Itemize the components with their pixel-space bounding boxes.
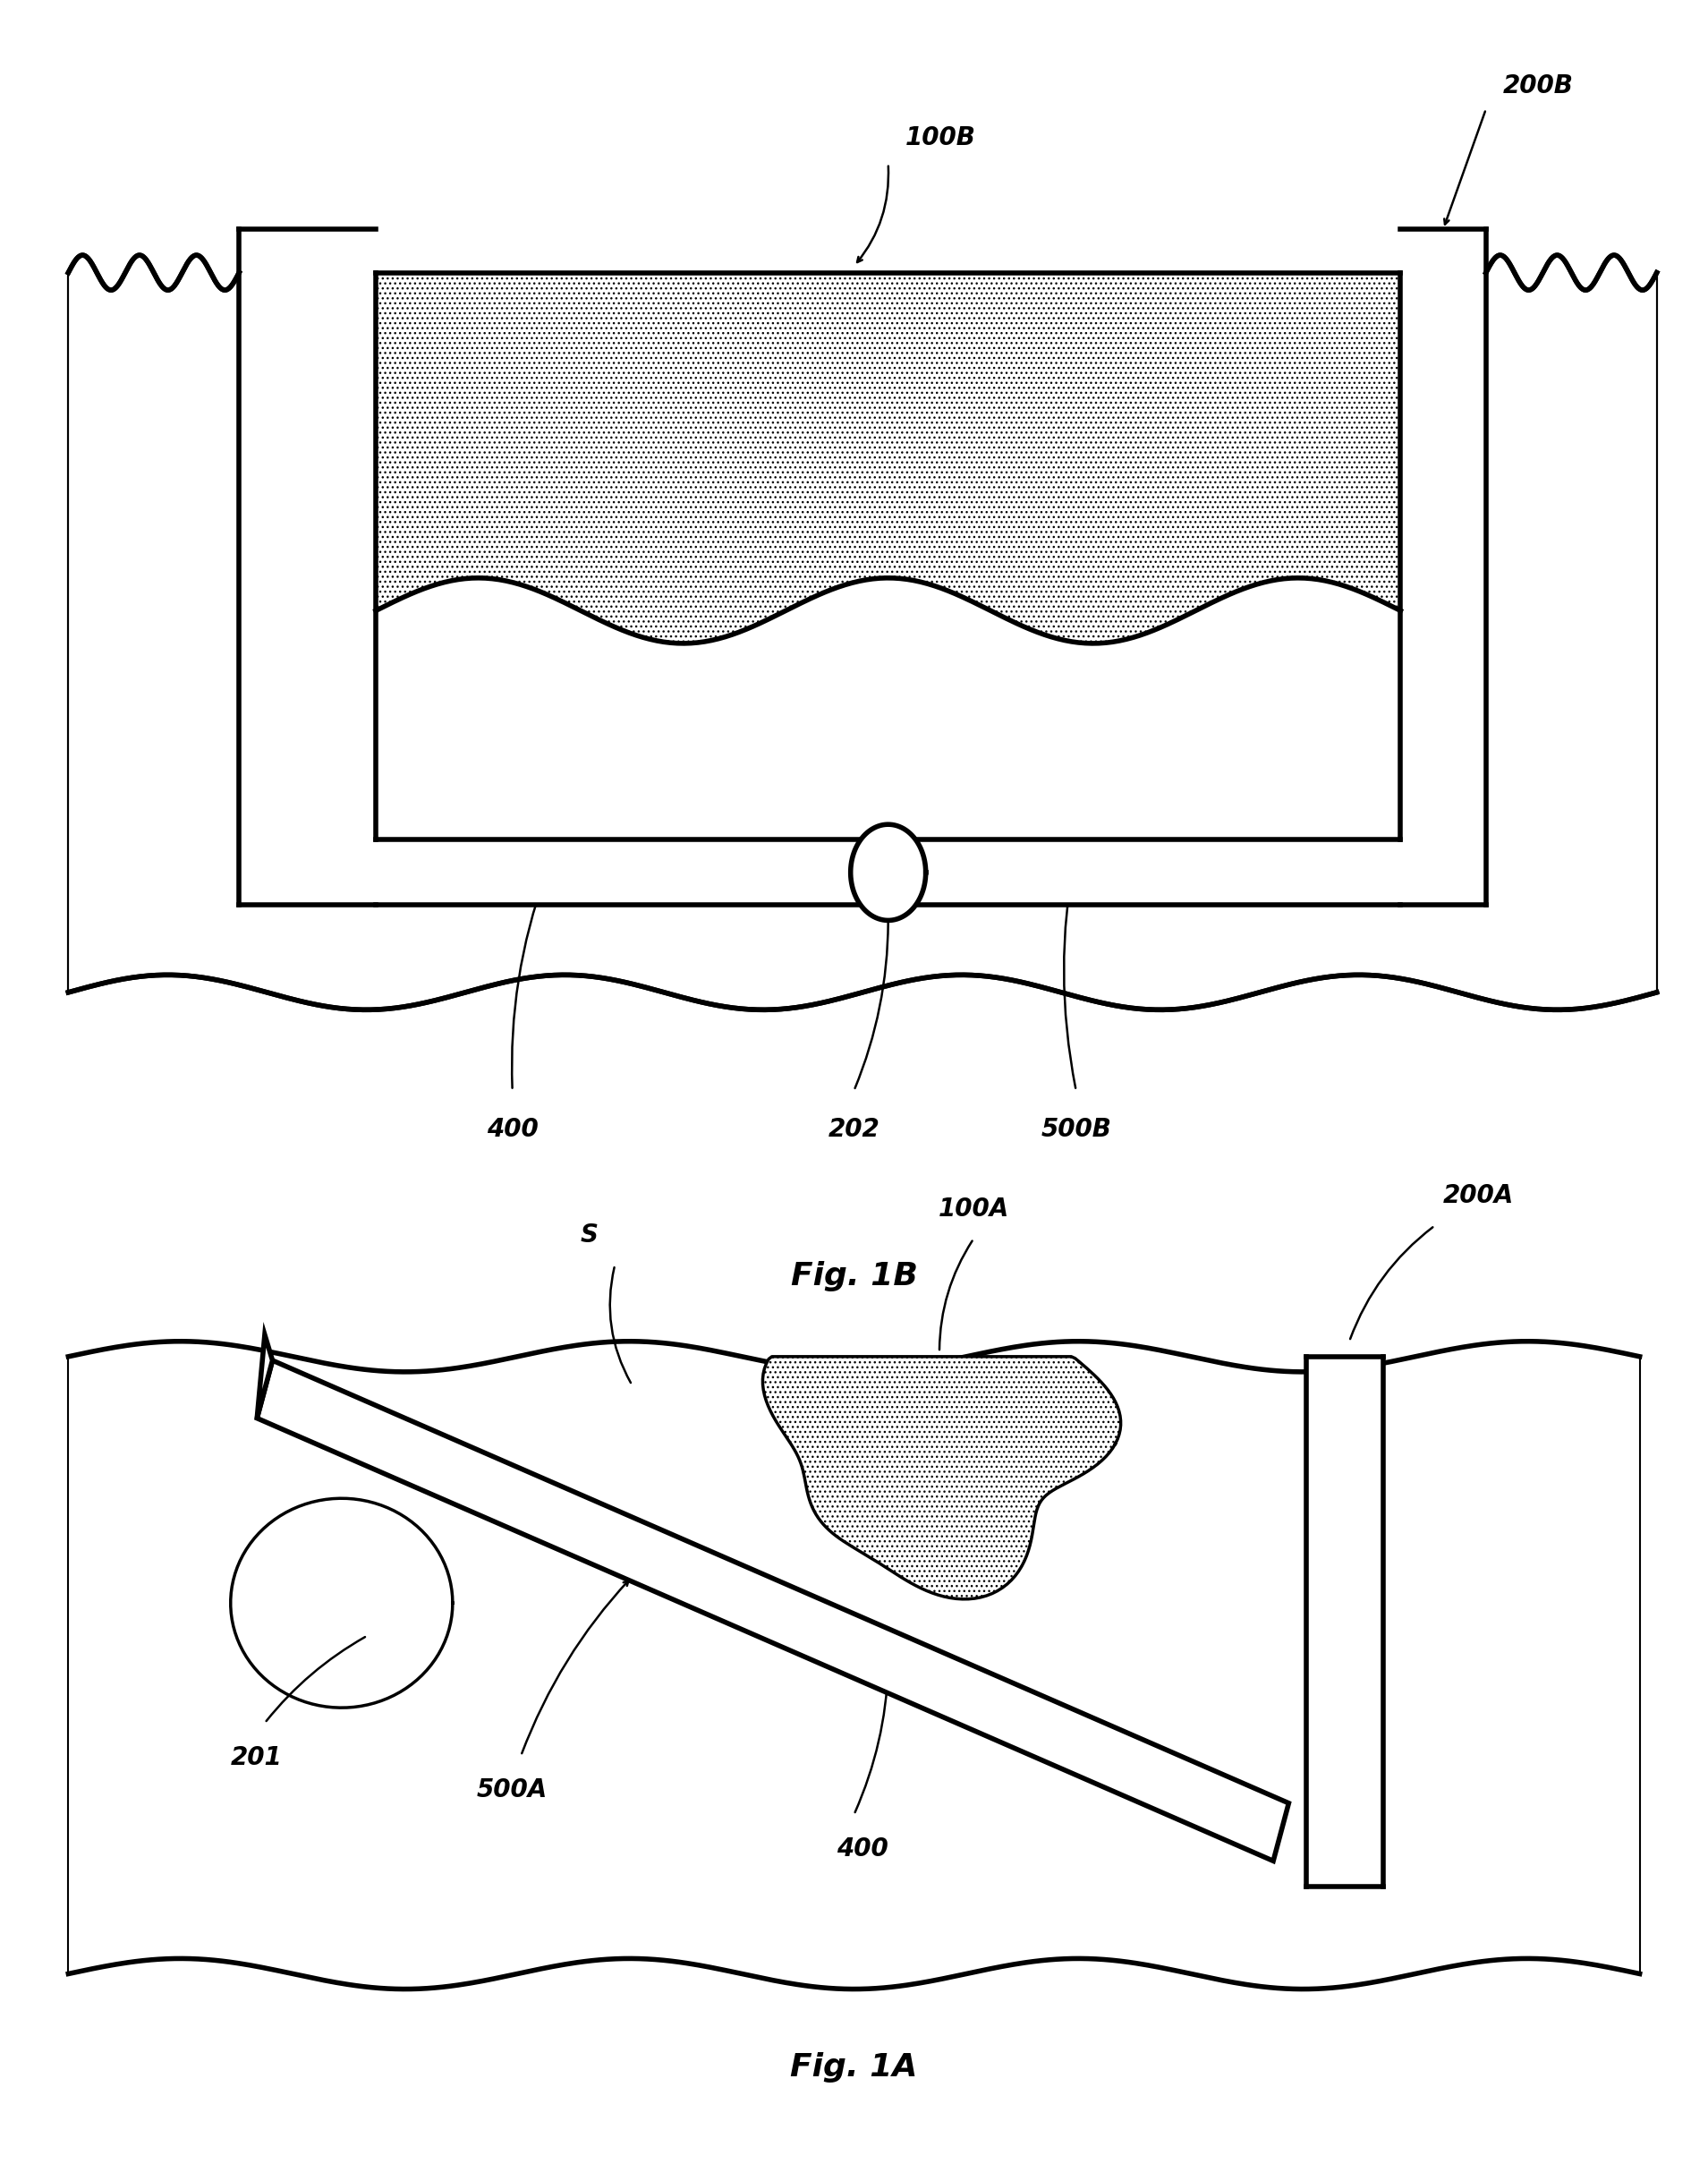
Polygon shape xyxy=(1307,1357,1383,1887)
Text: 200A: 200A xyxy=(1443,1184,1515,1208)
Polygon shape xyxy=(851,824,926,920)
Text: 100B: 100B xyxy=(905,126,975,150)
Polygon shape xyxy=(68,273,239,992)
Text: 202: 202 xyxy=(828,1117,880,1141)
Text: Fig. 1B: Fig. 1B xyxy=(791,1261,917,1291)
Text: Fig. 1A: Fig. 1A xyxy=(791,2052,917,2083)
Text: 200B: 200B xyxy=(1503,74,1573,98)
Polygon shape xyxy=(256,1361,1290,1860)
Polygon shape xyxy=(239,229,376,905)
Polygon shape xyxy=(1486,273,1657,992)
Text: 500A: 500A xyxy=(477,1778,548,1802)
Polygon shape xyxy=(68,1357,1640,1974)
Text: 201: 201 xyxy=(231,1745,282,1769)
Text: 100A: 100A xyxy=(938,1197,1009,1221)
Text: 500B: 500B xyxy=(1040,1117,1112,1141)
Polygon shape xyxy=(376,840,1401,905)
Polygon shape xyxy=(256,1335,273,1418)
Polygon shape xyxy=(763,1357,1120,1599)
Polygon shape xyxy=(239,273,1486,905)
Polygon shape xyxy=(1401,229,1486,905)
Text: 400: 400 xyxy=(837,1836,888,1860)
Text: S: S xyxy=(581,1224,598,1248)
Text: 400: 400 xyxy=(487,1117,538,1141)
